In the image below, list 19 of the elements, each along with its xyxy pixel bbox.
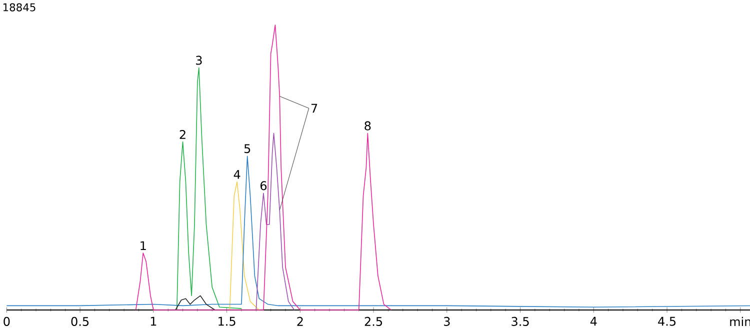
x-tick-label: 1.5 [218,316,236,326]
annotation: 7 [311,104,318,113]
annotation: 6 [260,181,267,190]
text: 18845 [3,3,36,12]
annotation: 5 [244,144,250,154]
annotation: 8 [364,121,371,130]
x-tick-label: 4 [590,316,597,326]
annotation: 3 [196,56,202,65]
annotation: 4 [234,170,240,179]
x-tick-label: 2 [297,316,303,326]
x-tick-label: 0.5 [71,316,89,326]
x-tick-label: 4.5 [658,316,676,326]
x-tick-label: 3.5 [512,316,529,326]
x-tick-label: 3 [444,316,450,326]
annotation: 2 [180,130,186,139]
x-tick-label: 1 [150,316,156,326]
annotation: 1 [140,241,146,250]
x-tick-label: 2.5 [364,316,382,326]
x-tick-label: 0 [4,316,10,326]
